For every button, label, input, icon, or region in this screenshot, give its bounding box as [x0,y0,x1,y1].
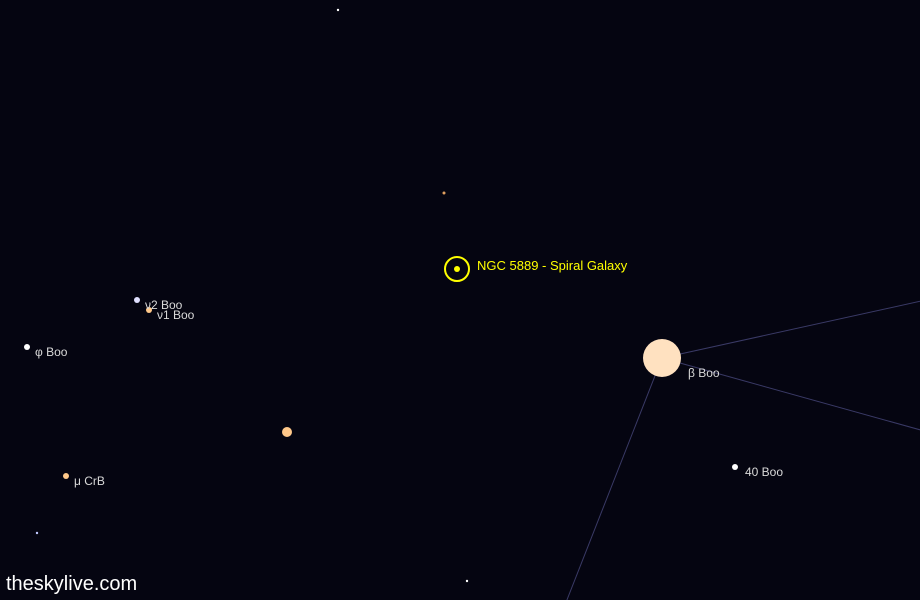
star [466,580,468,582]
star [337,9,339,11]
star [443,192,446,195]
star [63,473,69,479]
target-dot [454,266,460,272]
star [24,344,30,350]
star-chart [0,0,920,600]
star [643,339,681,377]
star [732,464,738,470]
watermark-text: theskylive.com [6,573,137,596]
star [134,297,140,303]
star [282,427,292,437]
star [36,532,38,534]
star [146,307,152,313]
